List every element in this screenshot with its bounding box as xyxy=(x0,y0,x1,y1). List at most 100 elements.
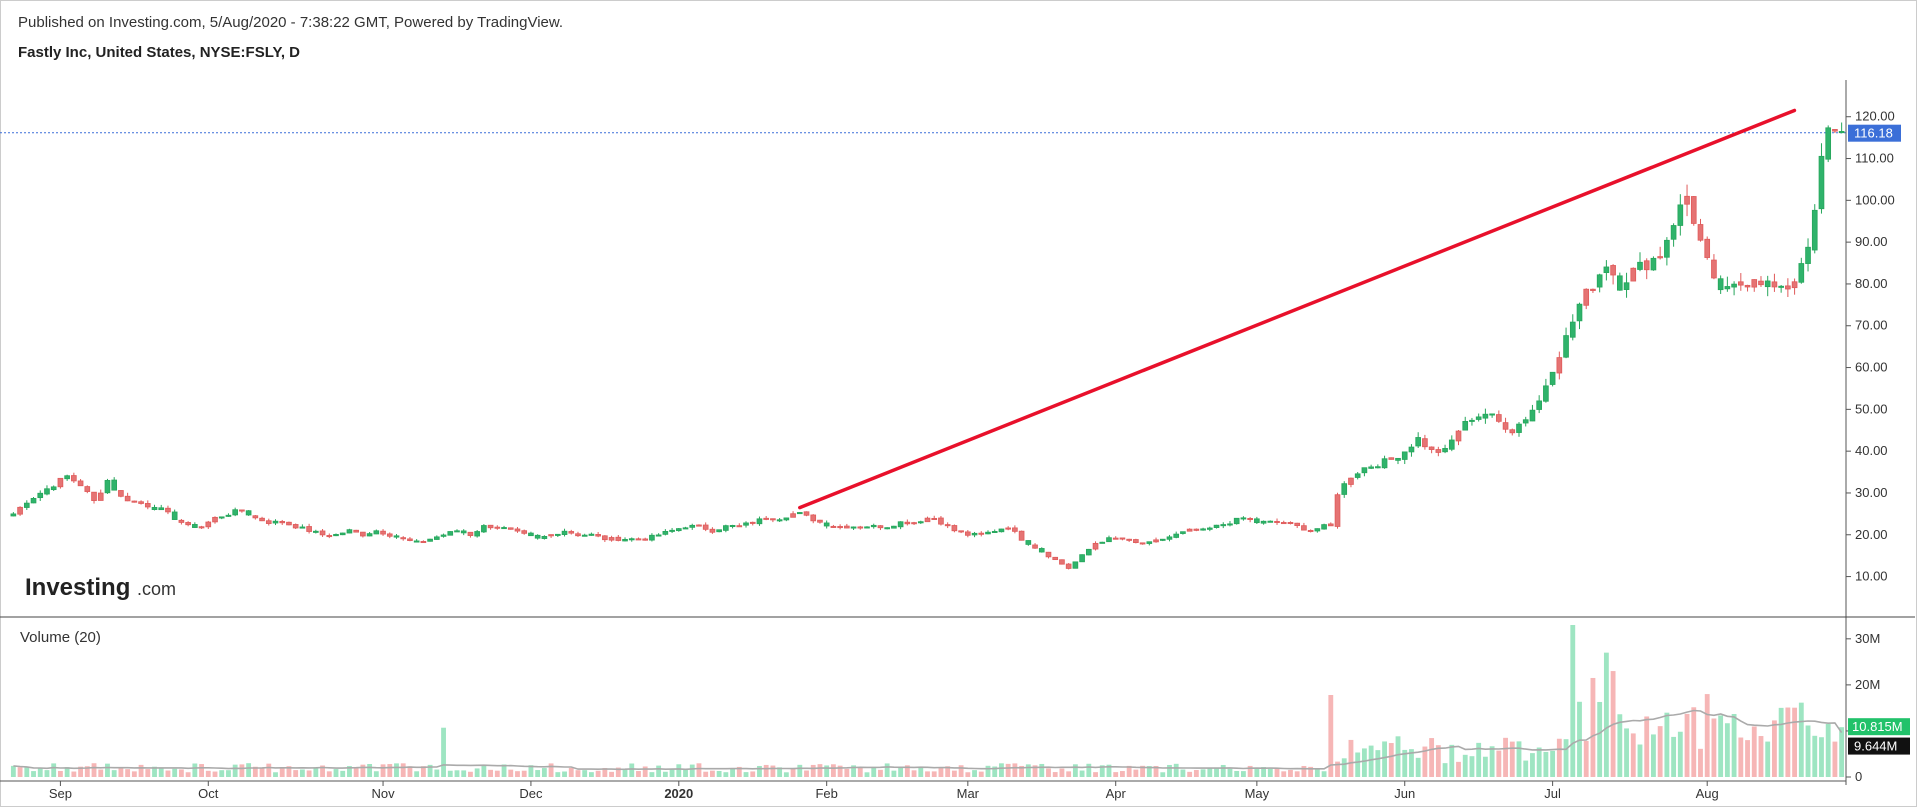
volume-bar xyxy=(1597,701,1603,777)
candle-body xyxy=(440,534,447,537)
candle-body xyxy=(1408,446,1415,453)
price-tick-label: 10.00 xyxy=(1855,569,1888,584)
candle-body xyxy=(1119,537,1126,540)
candle-body xyxy=(958,530,964,533)
candle-body xyxy=(1758,280,1764,286)
volume-bar xyxy=(985,765,991,777)
candle-body xyxy=(1549,371,1556,385)
candle-body xyxy=(1052,556,1059,561)
candle-body xyxy=(1079,554,1085,563)
price-tick-label: 20.00 xyxy=(1855,527,1888,542)
candle-body xyxy=(353,529,359,533)
candle-body xyxy=(1180,531,1186,534)
volume-bar xyxy=(1825,723,1831,777)
volume-bar xyxy=(521,770,527,777)
candle-body xyxy=(1677,204,1684,226)
volume-bar xyxy=(1724,723,1730,777)
candle-body xyxy=(736,525,743,528)
volume-bar xyxy=(1146,766,1152,777)
candle-body xyxy=(568,531,575,534)
candle-body xyxy=(998,528,1005,533)
candle-body xyxy=(427,538,433,542)
volume-bar xyxy=(1140,765,1146,777)
volume-panel xyxy=(10,625,1845,777)
candle-body xyxy=(554,533,561,536)
candle-body xyxy=(212,516,218,523)
volume-bar xyxy=(1388,743,1394,777)
volume-bar xyxy=(1361,748,1367,777)
time-tick-label: Apr xyxy=(1106,786,1127,801)
candle-body xyxy=(460,530,467,534)
time-tick-label: Mar xyxy=(957,786,980,801)
candle-body xyxy=(749,521,756,524)
volume-bar xyxy=(1664,712,1670,777)
candle-body xyxy=(393,535,400,538)
volume-bar xyxy=(925,771,930,777)
candle-body xyxy=(1469,419,1475,422)
volume-bar xyxy=(347,766,352,777)
candle-body xyxy=(991,531,998,534)
candle-body xyxy=(1690,196,1697,224)
candle-body xyxy=(1428,446,1435,450)
volume-bar xyxy=(1644,716,1650,777)
candle-body xyxy=(541,536,548,539)
candle-body xyxy=(23,502,30,508)
volume-bar xyxy=(824,765,830,777)
candle-body xyxy=(306,526,312,532)
volume-bar xyxy=(972,770,977,777)
volume-bar xyxy=(1570,625,1576,777)
volume-bar xyxy=(1382,741,1387,777)
last-price-badge-text: 116.18 xyxy=(1854,126,1893,141)
candle-body xyxy=(1375,466,1381,469)
volume-bar xyxy=(582,770,588,777)
candle-body xyxy=(548,534,554,537)
volume-bar xyxy=(118,767,124,777)
candle-body xyxy=(1603,266,1610,274)
price-tick-label: 110.00 xyxy=(1855,151,1894,166)
volume-bar xyxy=(535,770,541,777)
candle-body xyxy=(790,513,796,518)
candle-body xyxy=(205,521,212,528)
candle-body xyxy=(1583,288,1590,306)
volume-bar xyxy=(1240,771,1246,777)
candle-body xyxy=(635,538,642,541)
candle-body xyxy=(1475,416,1482,420)
candle-body xyxy=(467,531,474,536)
volume-bar xyxy=(1812,735,1818,777)
volume-bar xyxy=(212,771,218,777)
candle-body xyxy=(1771,281,1778,288)
candle-body xyxy=(447,531,454,536)
candle-body xyxy=(1139,542,1146,545)
candle-body xyxy=(1395,457,1401,461)
candle-body xyxy=(1106,537,1112,543)
candle-body xyxy=(286,521,292,526)
volume-bar xyxy=(851,765,856,777)
candle-body xyxy=(770,518,776,521)
candle-body xyxy=(655,534,662,537)
candle-body xyxy=(252,515,259,519)
candle-body xyxy=(897,521,904,528)
volume-bar xyxy=(757,765,762,777)
candle-body xyxy=(595,534,601,537)
volume-bar xyxy=(1328,695,1334,777)
volume-bar xyxy=(219,770,225,777)
volume-bar xyxy=(656,765,662,777)
candle-body xyxy=(1489,413,1495,416)
volume-bar xyxy=(259,767,265,777)
volume-bar xyxy=(125,769,131,777)
volume-bar xyxy=(1113,772,1119,777)
candle-body xyxy=(1005,527,1011,530)
candle-body xyxy=(1193,528,1200,531)
candle-body xyxy=(642,538,649,541)
candle-body xyxy=(1025,540,1032,545)
volume-bar xyxy=(78,766,83,777)
volume-bar xyxy=(333,769,339,777)
volume-bar xyxy=(1005,763,1011,777)
volume-bar xyxy=(226,770,231,777)
candle-body xyxy=(1744,284,1751,288)
candle-body xyxy=(622,538,628,542)
volume-bar xyxy=(689,764,695,777)
volume-bar xyxy=(1758,736,1764,777)
volume-bar xyxy=(158,767,164,777)
volume-bar xyxy=(884,763,890,777)
